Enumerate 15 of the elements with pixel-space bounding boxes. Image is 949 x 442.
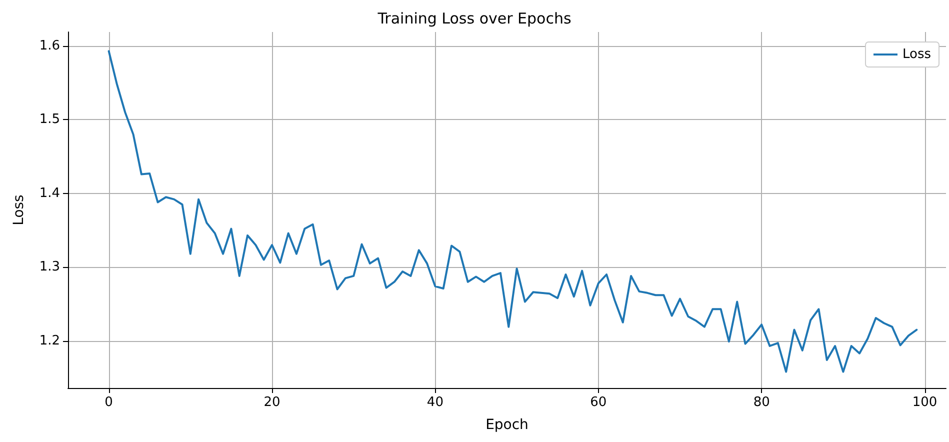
chart-title: Training Loss over Epochs [376,10,572,28]
y-tick-label: 1.3 [39,260,60,275]
x-tick-label: 20 [264,395,280,410]
y-tick-label: 1.4 [39,186,60,201]
x-tick-label: 100 [912,395,938,410]
y-tick-label: 1.5 [39,112,60,128]
y-tick-label: 1.2 [39,333,60,348]
y-axis-title: Loss [11,194,27,226]
x-tick-label: 60 [590,395,607,410]
legend-label: Loss [902,47,932,62]
x-axis-title: Epoch [486,417,528,433]
x-tick-label: 80 [753,395,770,410]
x-tick-label: 0 [104,395,113,410]
x-tick-label: 40 [426,395,444,410]
y-tick-label: 1.6 [39,38,60,54]
